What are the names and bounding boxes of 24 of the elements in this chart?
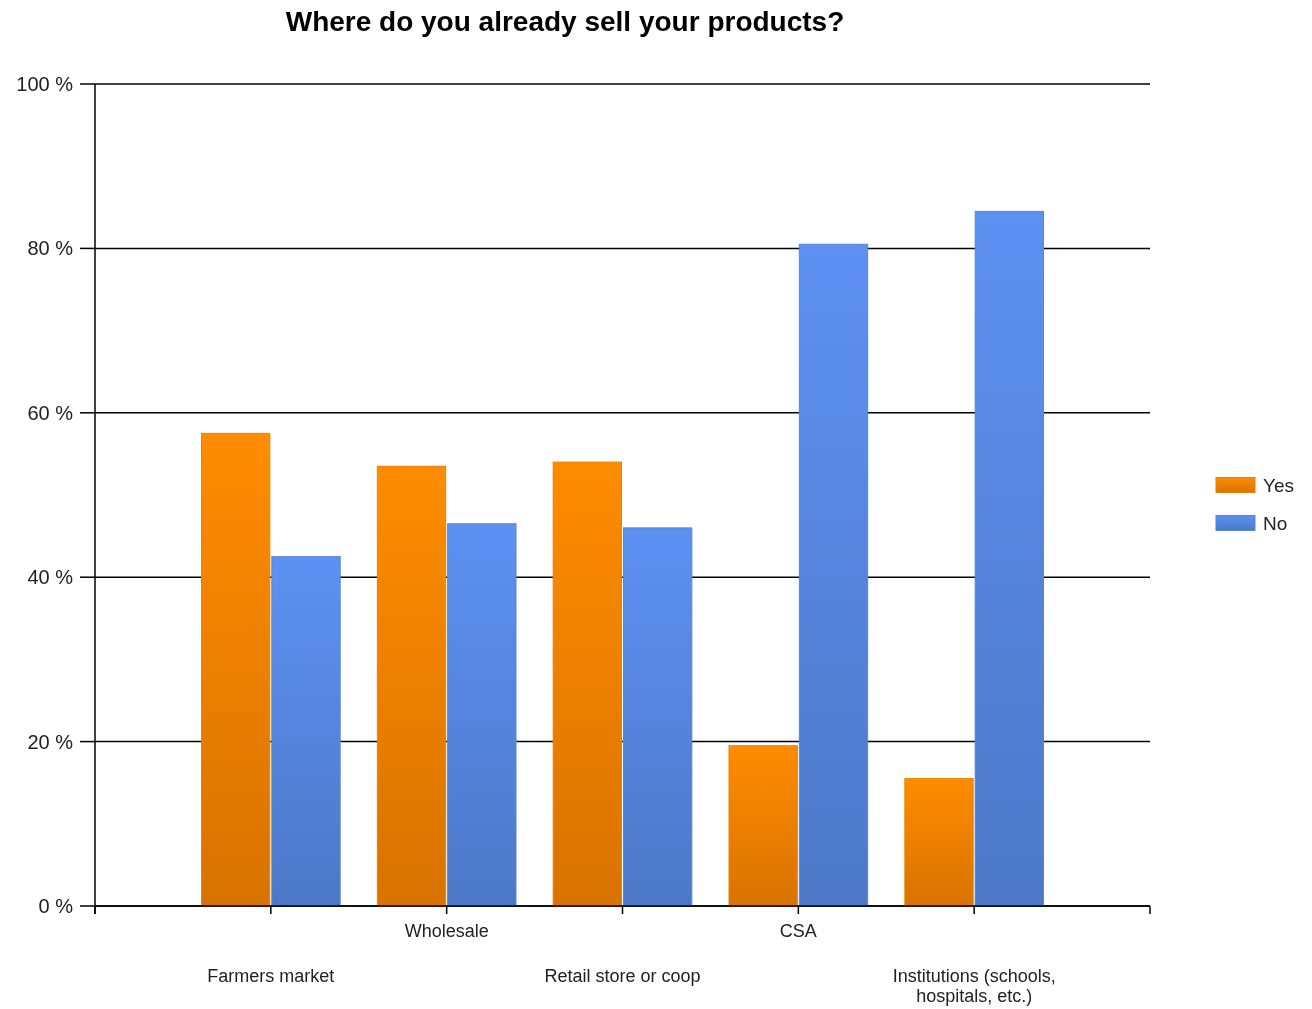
bar (447, 523, 517, 907)
bar (552, 461, 622, 907)
bar (974, 210, 1044, 907)
legend-label: Yes (1263, 474, 1294, 496)
bar (904, 778, 974, 907)
x-tick-label: Farmers market (207, 966, 335, 986)
x-tick-label: CSA (779, 921, 817, 941)
y-tick-label: 100 % (16, 73, 74, 95)
bar (623, 527, 693, 907)
x-tick-label: Retail store or coop (544, 966, 701, 986)
bar (798, 243, 869, 907)
chart-title: Where do you already sell your products? (285, 5, 845, 37)
y-tick-label: 80 % (27, 237, 74, 260)
x-tick-label: Institutions (schools, hospitals, etc.) (892, 966, 1056, 1006)
legend-label: No (1263, 512, 1288, 534)
y-tick-label: 60 % (27, 401, 74, 424)
x-tick-label: Wholesale (404, 921, 489, 941)
y-tick-label: 40 % (27, 566, 74, 589)
bar (271, 556, 341, 907)
bar (728, 745, 798, 907)
y-tick-label: 0 % (38, 895, 74, 917)
bar (201, 432, 271, 907)
y-tick-label: 20 % (27, 730, 74, 753)
bar (376, 465, 447, 907)
